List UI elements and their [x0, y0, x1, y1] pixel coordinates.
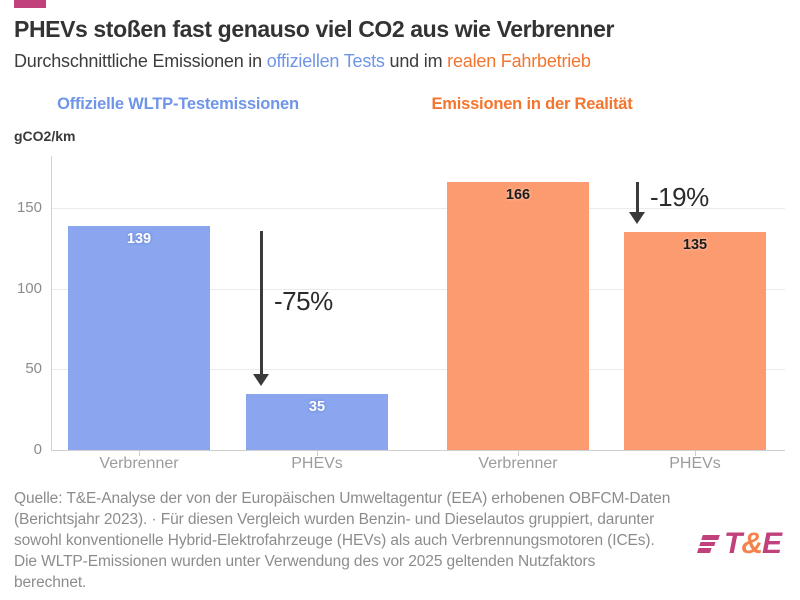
bar-phevs-0	[246, 393, 388, 450]
subtitle-highlight-real-world: realen Fahrbetrieb	[447, 51, 591, 71]
x-axis-line	[51, 450, 785, 451]
x-tick	[317, 451, 318, 456]
y-tick-label-50: 50	[25, 360, 42, 378]
subtitle-prefix: Durchschnittliche Emissionen in	[14, 51, 267, 71]
x-tick	[518, 451, 519, 456]
logo-letter-e: E	[762, 527, 782, 560]
footer-line: sowohl konventionelle Hybrid-Elektrofahr…	[14, 532, 655, 549]
footer-line: Quelle: T&E-Analyse der von der Europäis…	[14, 490, 671, 507]
category-label-phevs: PHEVs	[669, 455, 721, 472]
footer-source-note: Quelle: T&E-Analyse der von der Europäis…	[14, 488, 704, 593]
bar-value-label: 139	[126, 230, 152, 247]
decrease-arrow-line-left	[260, 231, 263, 374]
brand-accent-bar	[14, 0, 46, 8]
category-label-verbrenner: Verbrenner	[478, 455, 558, 472]
logo-letter-t: T	[724, 527, 742, 560]
annotation-percent-right: -19%	[650, 182, 709, 212]
logo-ampersand: &	[741, 527, 763, 560]
panel-title-real-world: Emissionen in der Realität	[431, 95, 633, 113]
bar-value-label: 135	[682, 237, 708, 254]
x-tick	[695, 451, 696, 456]
category-label-phevs: PHEVs	[291, 455, 343, 472]
y-tick-label-150: 150	[16, 199, 42, 216]
page-subtitle: Durchschnittliche Emissionen in offiziel…	[14, 51, 774, 72]
gridline-50	[52, 369, 785, 371]
bar-value-label: 35	[308, 398, 326, 415]
gridline-150	[52, 208, 785, 209]
y-tick-label-100: 100	[16, 279, 42, 297]
bar-verbrenner-1	[447, 182, 589, 450]
bar-phevs-1	[624, 232, 766, 450]
footer-line: Die WLTP-Emissionen wurden unter Verwend…	[14, 553, 596, 570]
bar-verbrenner-0	[68, 225, 210, 450]
logo-stripes-icon	[697, 535, 720, 553]
page-title: PHEVs stoßen fast genauso viel CO2 aus w…	[14, 16, 615, 42]
subtitle-middle: und im	[384, 51, 448, 71]
annotation-percent-left: -75%	[274, 286, 333, 316]
footer-line: (Berichtsjahr 2023). · Für diesen Vergle…	[14, 511, 655, 528]
gridline-100	[52, 288, 785, 290]
bar-value-label: 166	[505, 187, 531, 204]
panel-title-wltp-tests: Offizielle WLTP-Testemissionen	[57, 95, 299, 113]
decrease-arrow-line-right	[636, 182, 639, 212]
subtitle-highlight-official-tests: offiziellen Tests	[266, 51, 385, 71]
category-label-verbrenner: Verbrenner	[99, 455, 179, 472]
logo-text: T&E	[724, 527, 782, 561]
y-axis-unit-label: gCO2/km	[14, 128, 76, 144]
te-logo: T&E	[697, 527, 782, 561]
footer-line: berechnet.	[14, 574, 87, 591]
decrease-arrow-head-icon-left	[253, 374, 269, 386]
decrease-arrow-head-icon-right	[629, 212, 645, 224]
y-tick-label-0: 0	[33, 441, 42, 458]
x-tick	[139, 451, 140, 456]
y-axis-line	[51, 156, 52, 450]
